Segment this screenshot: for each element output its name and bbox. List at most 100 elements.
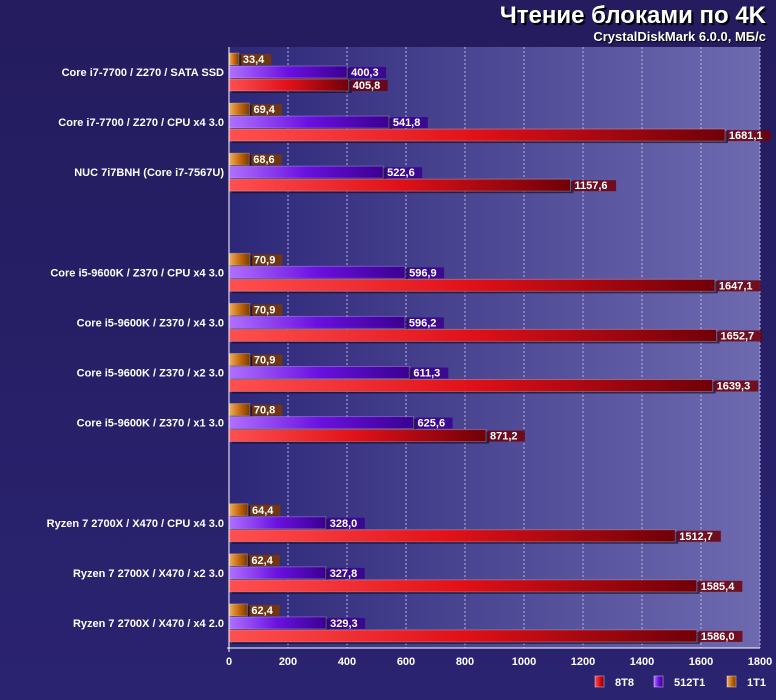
bar-8T8 — [228, 529, 676, 543]
x-tick-label: 1600 — [689, 656, 713, 668]
bar-8T8 — [228, 278, 716, 292]
x-tick-label: 600 — [397, 656, 415, 668]
value-label-bg — [251, 104, 282, 116]
value-label-bg — [572, 180, 617, 192]
value-label-bg — [716, 280, 761, 292]
value-label: 522,6 — [387, 167, 415, 179]
bar-512T1 — [228, 315, 406, 329]
bar-512T1 — [228, 265, 406, 279]
value-label-bg — [488, 430, 526, 442]
value-label: 625,6 — [418, 418, 446, 430]
bar-512T1 — [228, 566, 327, 580]
category-label: Core i5-9600K / Z370 / x2 3.0 — [77, 368, 224, 380]
legend-swatch-1T1 — [726, 675, 737, 688]
value-label: 70,9 — [254, 254, 275, 266]
value-label: 70,9 — [254, 304, 275, 316]
bar-1T1 — [228, 52, 240, 66]
value-label: 329,3 — [330, 618, 358, 630]
value-label-bg — [251, 154, 282, 166]
value-label: 327,8 — [330, 568, 358, 580]
value-label-bg — [677, 530, 721, 542]
category-label: Core i5-9600K / Z370 / CPU x4 3.0 — [50, 267, 224, 279]
value-label-bg — [385, 167, 423, 179]
value-label: 1157,6 — [574, 180, 607, 192]
value-label: 70,8 — [254, 405, 275, 417]
value-label: 1652,7 — [721, 330, 755, 342]
value-label: 69,4 — [253, 104, 275, 116]
value-label-bg — [698, 580, 743, 592]
bar-8T8 — [228, 579, 698, 593]
legend-label-512T1: 512T1 — [674, 677, 705, 689]
value-label-bg — [251, 404, 283, 416]
value-label: 596,2 — [409, 317, 437, 329]
legend-label-1T1: 1T1 — [747, 677, 766, 689]
value-label: 62,4 — [251, 555, 273, 567]
legend-swatch-512T1 — [653, 675, 664, 688]
x-tick-label: 1000 — [512, 656, 536, 668]
value-label-bg — [390, 117, 428, 129]
x-tick-label: 1400 — [630, 656, 654, 668]
bar-512T1 — [228, 366, 410, 379]
category-label: NUC 7i7BNH (Core i7-7567U) — [74, 167, 224, 179]
value-label-bg — [714, 380, 759, 392]
value-label: 62,4 — [251, 605, 273, 617]
value-label: 1681,1 — [729, 130, 763, 142]
value-label: 1585,4 — [701, 581, 736, 593]
x-tick-label: 0 — [226, 656, 232, 668]
chart-title: Чтение блоками по 4K — [499, 2, 766, 29]
value-label-bg — [726, 130, 771, 142]
plot-area — [229, 47, 760, 648]
bar-8T8 — [228, 629, 698, 643]
value-label-bg — [251, 254, 283, 266]
bar-1T1 — [228, 603, 248, 617]
bar-1T1 — [228, 403, 251, 417]
value-label-bg — [327, 517, 365, 529]
value-label-bg — [411, 367, 449, 379]
value-label: 1586,0 — [701, 631, 735, 643]
bar-512T1 — [228, 165, 384, 179]
x-tick-label: 400 — [338, 656, 356, 668]
bar-512T1 — [228, 416, 415, 430]
value-label: 405,8 — [353, 80, 381, 92]
value-label-bg — [349, 67, 387, 78]
value-label: 596,9 — [409, 267, 437, 279]
legend-label-8T8: 8T8 — [615, 677, 634, 689]
value-label-bg — [350, 80, 388, 91]
x-tick-label: 1200 — [571, 656, 595, 668]
chart-subtitle: CrystalDiskMark 6.0.0, МБ/с — [593, 29, 766, 44]
value-label: 70,9 — [254, 355, 275, 367]
bar-8T8 — [228, 128, 726, 142]
value-label: 33,4 — [243, 54, 265, 66]
value-label-bg — [698, 630, 743, 642]
x-tick-label: 200 — [279, 656, 297, 668]
bar-512T1 — [228, 115, 390, 129]
value-label-bg — [240, 54, 272, 65]
bar-512T1 — [228, 516, 327, 530]
bar-8T8 — [228, 379, 714, 392]
bar-1T1 — [228, 152, 250, 166]
category-label: Core i5-9600K / Z370 / x1 3.0 — [77, 418, 224, 430]
bar-8T8 — [228, 429, 487, 443]
value-label: 68,6 — [253, 154, 274, 166]
value-label: 1639,3 — [717, 381, 751, 393]
value-label: 64,4 — [252, 505, 274, 517]
bar-8T8 — [228, 78, 350, 92]
bar-512T1 — [228, 616, 327, 630]
value-label: 400,3 — [351, 67, 379, 79]
bar-1T1 — [228, 353, 251, 366]
value-label-bg — [406, 317, 444, 329]
value-label-bg — [407, 267, 445, 279]
value-label: 1512,7 — [679, 531, 713, 543]
category-label: Ryzen 7 2700X / X470 / x2 3.0 — [73, 568, 224, 580]
category-label: Core i5-9600K / Z370 / x4 3.0 — [77, 317, 224, 329]
category-label: Ryzen 7 2700X / X470 / x4 2.0 — [73, 618, 224, 630]
bar-1T1 — [228, 553, 248, 567]
value-label-bg — [718, 330, 763, 342]
value-label-bg — [327, 567, 365, 579]
value-label-bg — [415, 417, 453, 429]
x-tick-label: 800 — [456, 656, 474, 668]
value-label-bg — [249, 554, 280, 566]
bar-1T1 — [228, 503, 249, 517]
